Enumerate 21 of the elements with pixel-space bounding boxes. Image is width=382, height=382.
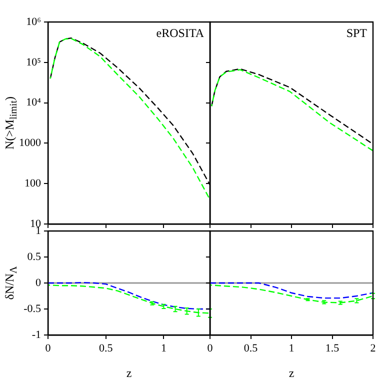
y-tick-label: -0.5: [24, 302, 42, 315]
y-tick-label: 0: [36, 276, 42, 289]
y-tick-label: -1: [32, 328, 41, 341]
y-tick-label: 10⁵: [26, 56, 42, 68]
y-tick-label: 10⁴: [26, 96, 42, 109]
x-tick-label: 0: [207, 342, 214, 354]
x-axis-title: z: [288, 366, 294, 381]
x-tick-label: 1.5: [325, 342, 340, 354]
annotation: SPT: [346, 26, 368, 40]
x-tick-label: 1: [288, 342, 294, 354]
y-tick-label: 0.5: [27, 250, 42, 263]
x-tick-label: 0: [45, 342, 52, 354]
x-tick-label: 0.5: [244, 342, 258, 354]
x-axis-title: z: [126, 366, 132, 381]
y-tick-label: 10⁶: [26, 16, 42, 28]
x-tick-label: 2: [370, 342, 376, 354]
y-tick-label: 1000: [19, 137, 42, 150]
x-tick-label: 1: [160, 342, 166, 354]
annotation: eROSITA: [156, 26, 204, 40]
y-tick-label: 100: [24, 177, 42, 190]
x-tick-label: 0.5: [98, 342, 114, 354]
